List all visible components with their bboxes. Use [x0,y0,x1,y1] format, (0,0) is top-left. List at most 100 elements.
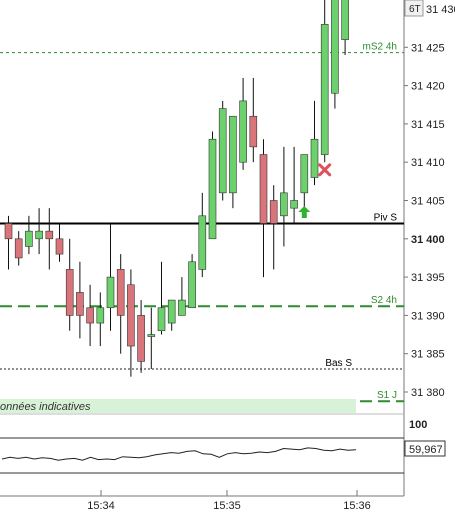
candle[interactable] [188,254,196,309]
candle[interactable] [106,223,115,331]
candle[interactable] [239,77,247,170]
time-tick-label: 15:36 [343,500,371,512]
candle-body [116,269,125,316]
sell-cross-icon[interactable] [318,163,332,177]
oscillator-value-box [404,440,446,457]
ms2-4h-label: mS2 4h [363,42,397,53]
candle[interactable] [55,223,64,262]
price-tick-label: 31 390 [411,310,445,322]
candle-body [178,299,186,316]
candle-body [106,276,115,309]
candle-body [65,269,74,316]
timeframe-badge[interactable] [404,0,424,17]
price-tick-label: 31 420 [411,81,445,93]
candle[interactable] [229,115,237,209]
candle[interactable] [331,0,339,109]
candle[interactable] [65,238,74,331]
price-tick-label: 31 425 [411,42,445,54]
time-tick-label: 15:35 [213,500,241,512]
candle[interactable] [116,254,125,354]
candle[interactable] [167,299,176,331]
candle[interactable] [147,307,156,370]
price-tick-label: 31 405 [411,196,445,208]
candle[interactable] [86,284,94,347]
s2-4h-label: S2 4h [371,295,397,306]
candle[interactable] [137,300,145,373]
candle-body [45,230,54,240]
price-tick-label: 31 385 [411,349,445,361]
candle[interactable] [25,215,33,255]
candle-body [76,292,84,316]
candle[interactable] [218,100,227,201]
candle-body [269,200,278,224]
oscillator-value: 59,967 [409,444,443,456]
candle[interactable] [198,192,207,278]
candle-body [4,223,13,240]
price-tick-label: 31 395 [411,272,445,284]
time-axis[interactable]: 15:34 15:35 15:36 [87,490,371,512]
price-axis[interactable]: 31 430 31 425 31 420 31 415 31 410 31 405 31 4… [404,4,455,399]
candle-body [218,108,227,194]
candle-body [157,307,166,332]
candle-body [35,230,43,240]
candle[interactable] [178,277,186,316]
candle-body [239,100,247,163]
candle[interactable] [208,131,217,240]
candle-body [55,238,64,255]
candle-body [341,0,349,40]
pivot-s-label: Piv S [374,212,398,223]
candle-body [86,307,94,324]
s1-j-label: S1 J [377,390,397,401]
info-banner-text: onnées indicatives [0,401,91,413]
oscillator-top-label: 100 [409,419,427,431]
candle[interactable] [35,208,43,255]
markers-layer [298,163,332,218]
candle[interactable] [341,0,349,55]
price-tick-label: 31 400 [411,234,445,246]
candle-body [249,115,258,148]
candle[interactable] [127,269,135,377]
candle-body [14,238,23,259]
candle-body [229,115,237,194]
candle-body [259,154,268,224]
candle[interactable] [259,139,268,278]
timeframe-badge-text: 6T [409,4,421,15]
candle[interactable] [4,215,13,270]
candle[interactable] [290,146,298,224]
candle-body [208,138,217,240]
oscillator-line[interactable] [1,447,357,461]
candle-body [147,334,156,337]
candle-body [198,215,207,270]
candle-body [167,299,176,324]
candle-body [280,192,288,217]
candle[interactable] [269,185,278,270]
info-banner [0,399,356,413]
candle-body [25,230,33,247]
candles-layer [4,0,349,377]
candle[interactable] [249,77,258,163]
overlap-label: Bas S [325,358,352,369]
candle[interactable] [96,292,105,347]
candle[interactable] [310,100,319,186]
price-tick-label: 31 410 [411,157,445,169]
candle[interactable] [14,231,23,266]
price-tick-label: 31 380 [411,387,445,399]
price-tick-label: 31 415 [411,119,445,131]
candle[interactable] [280,146,288,247]
candle-body [320,24,329,155]
candle-body [310,138,319,178]
candle-body [290,200,298,209]
candle[interactable] [157,261,166,335]
buy-arrow-icon[interactable] [298,205,311,218]
candle[interactable] [45,208,54,270]
candle[interactable] [76,261,84,339]
candle[interactable] [320,0,329,163]
candle-body [127,284,135,347]
candle-body [331,0,339,94]
candle-body [137,315,145,362]
candle-body [96,307,105,324]
time-tick-label: 15:34 [87,500,115,512]
candle-body [188,261,196,309]
candle[interactable] [300,154,309,216]
